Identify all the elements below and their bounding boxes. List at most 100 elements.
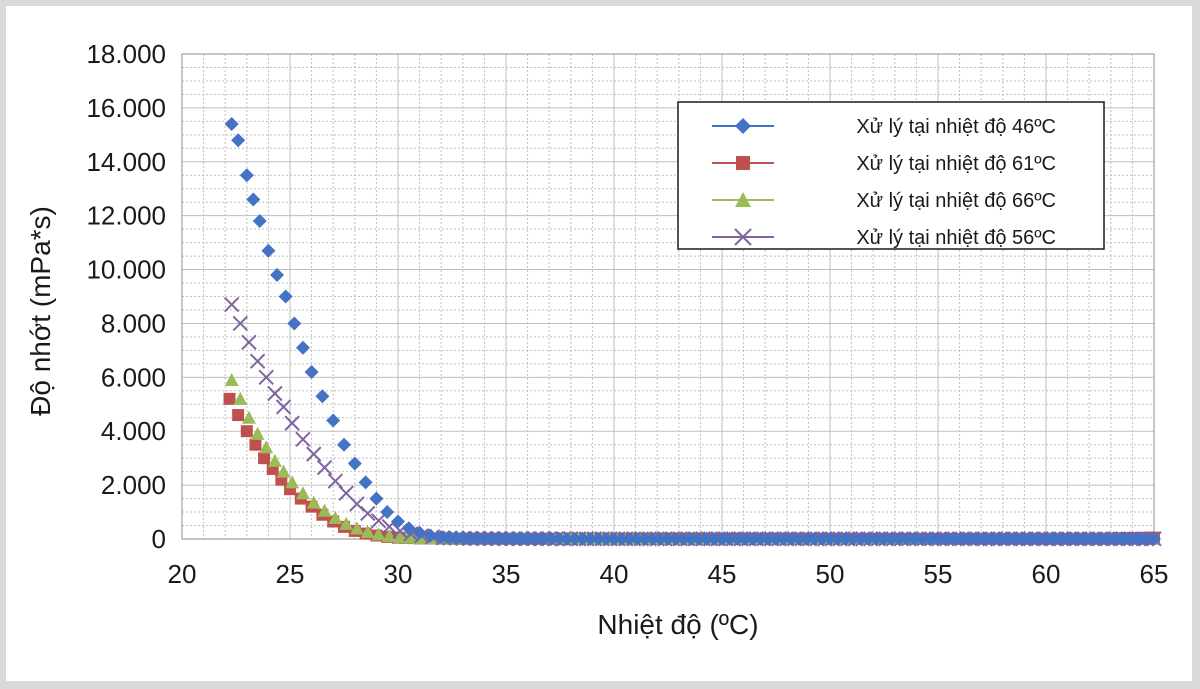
data-point <box>360 524 375 538</box>
data-point <box>239 168 254 183</box>
data-point <box>1131 531 1146 546</box>
x-tick-label: 20 <box>168 559 197 589</box>
x-tick-label: 60 <box>1032 559 1061 589</box>
data-point <box>349 521 364 535</box>
data-point <box>259 440 274 454</box>
data-point <box>412 525 427 540</box>
data-point <box>552 531 567 546</box>
data-point <box>231 133 246 148</box>
data-point <box>382 529 397 543</box>
data-point <box>295 431 311 448</box>
data-point <box>900 531 915 546</box>
y-tick-label: 14.000 <box>86 147 166 177</box>
data-point <box>1085 531 1100 546</box>
data-point <box>275 399 292 415</box>
data-point <box>823 531 837 546</box>
data-point <box>853 531 868 546</box>
data-point <box>477 531 492 546</box>
y-tick-label: 16.000 <box>86 93 166 123</box>
data-point <box>661 531 675 546</box>
series-x <box>223 296 1162 547</box>
data-point <box>630 531 645 546</box>
data-point <box>637 531 652 546</box>
data-point <box>607 531 621 546</box>
data-point <box>1077 531 1092 546</box>
data-point <box>232 409 245 422</box>
data-point <box>295 486 310 500</box>
data-point <box>969 531 984 546</box>
data-point <box>223 296 240 313</box>
data-point <box>520 531 535 546</box>
data-point <box>745 531 760 546</box>
data-point <box>258 452 271 465</box>
y-tick-label: 4.000 <box>101 416 166 446</box>
data-point <box>326 413 341 428</box>
data-point <box>599 531 614 546</box>
data-point <box>337 437 351 452</box>
data-point <box>470 531 485 546</box>
data-point <box>317 503 332 517</box>
data-point <box>730 531 745 546</box>
data-point <box>583 531 598 546</box>
axes: 20 25 30 35 40 45 50 55 60 65 0 2.000 4.000 6.000 8.00… <box>86 39 1168 589</box>
viscosity-chart: 20 25 30 35 40 45 50 55 60 65 0 2.000 4.000 6.000 8.00… <box>25 39 1168 640</box>
data-point <box>645 531 660 546</box>
data-point <box>270 267 285 282</box>
series-layer <box>223 117 1162 547</box>
legend-label: Xử lý tại nhiệt độ 56ºC <box>856 227 1056 249</box>
data-point <box>250 426 265 440</box>
x-axis-title: Nhiệt độ (ºC) <box>597 609 758 640</box>
data-point <box>463 531 477 546</box>
data-point <box>232 315 249 332</box>
data-point <box>224 373 239 387</box>
data-point <box>954 531 969 546</box>
data-point <box>946 531 961 546</box>
data-point <box>931 531 945 546</box>
data-point <box>761 531 776 546</box>
data-point <box>977 531 992 546</box>
data-point <box>278 289 293 304</box>
data-point <box>1108 531 1123 546</box>
data-point <box>985 531 999 546</box>
data-point <box>360 505 376 522</box>
data-point <box>506 531 521 546</box>
data-point <box>241 410 256 424</box>
data-point <box>249 438 262 451</box>
data-point <box>699 531 714 546</box>
data-point <box>544 531 559 546</box>
series-triangle <box>224 373 1161 545</box>
data-point <box>567 531 582 546</box>
chart-frame: 20 25 30 35 40 45 50 55 60 65 0 2.000 4.000 6.000 8.00… <box>6 6 1192 681</box>
data-point <box>830 531 845 546</box>
data-point <box>707 531 722 546</box>
data-point <box>1023 531 1038 546</box>
data-point <box>846 531 861 546</box>
y-tick-label: 18.000 <box>86 39 166 69</box>
data-point <box>285 475 300 489</box>
data-point <box>1054 531 1069 546</box>
data-point <box>358 475 373 490</box>
data-point <box>306 446 322 462</box>
data-point <box>892 531 907 546</box>
legend-item: Xử lý tại nhiệt độ 66ºC <box>712 190 1056 212</box>
x-tick-label: 65 <box>1140 559 1169 589</box>
data-point <box>807 531 822 546</box>
data-point <box>559 531 574 546</box>
data-point <box>838 531 853 546</box>
x-tick-label: 30 <box>384 559 413 589</box>
data-point <box>591 531 606 546</box>
data-point <box>241 334 257 351</box>
x-tick-label: 50 <box>816 559 845 589</box>
data-point <box>401 521 416 536</box>
y-tick-label: 2.000 <box>101 470 166 500</box>
data-point <box>258 369 274 386</box>
data-point <box>1046 531 1061 546</box>
data-point <box>233 391 248 405</box>
x-tick-label: 25 <box>276 559 305 589</box>
data-point <box>1062 531 1077 546</box>
data-point <box>884 531 899 546</box>
data-point <box>224 117 239 132</box>
data-point <box>240 425 253 438</box>
data-point <box>316 459 333 476</box>
data-point <box>776 531 791 546</box>
